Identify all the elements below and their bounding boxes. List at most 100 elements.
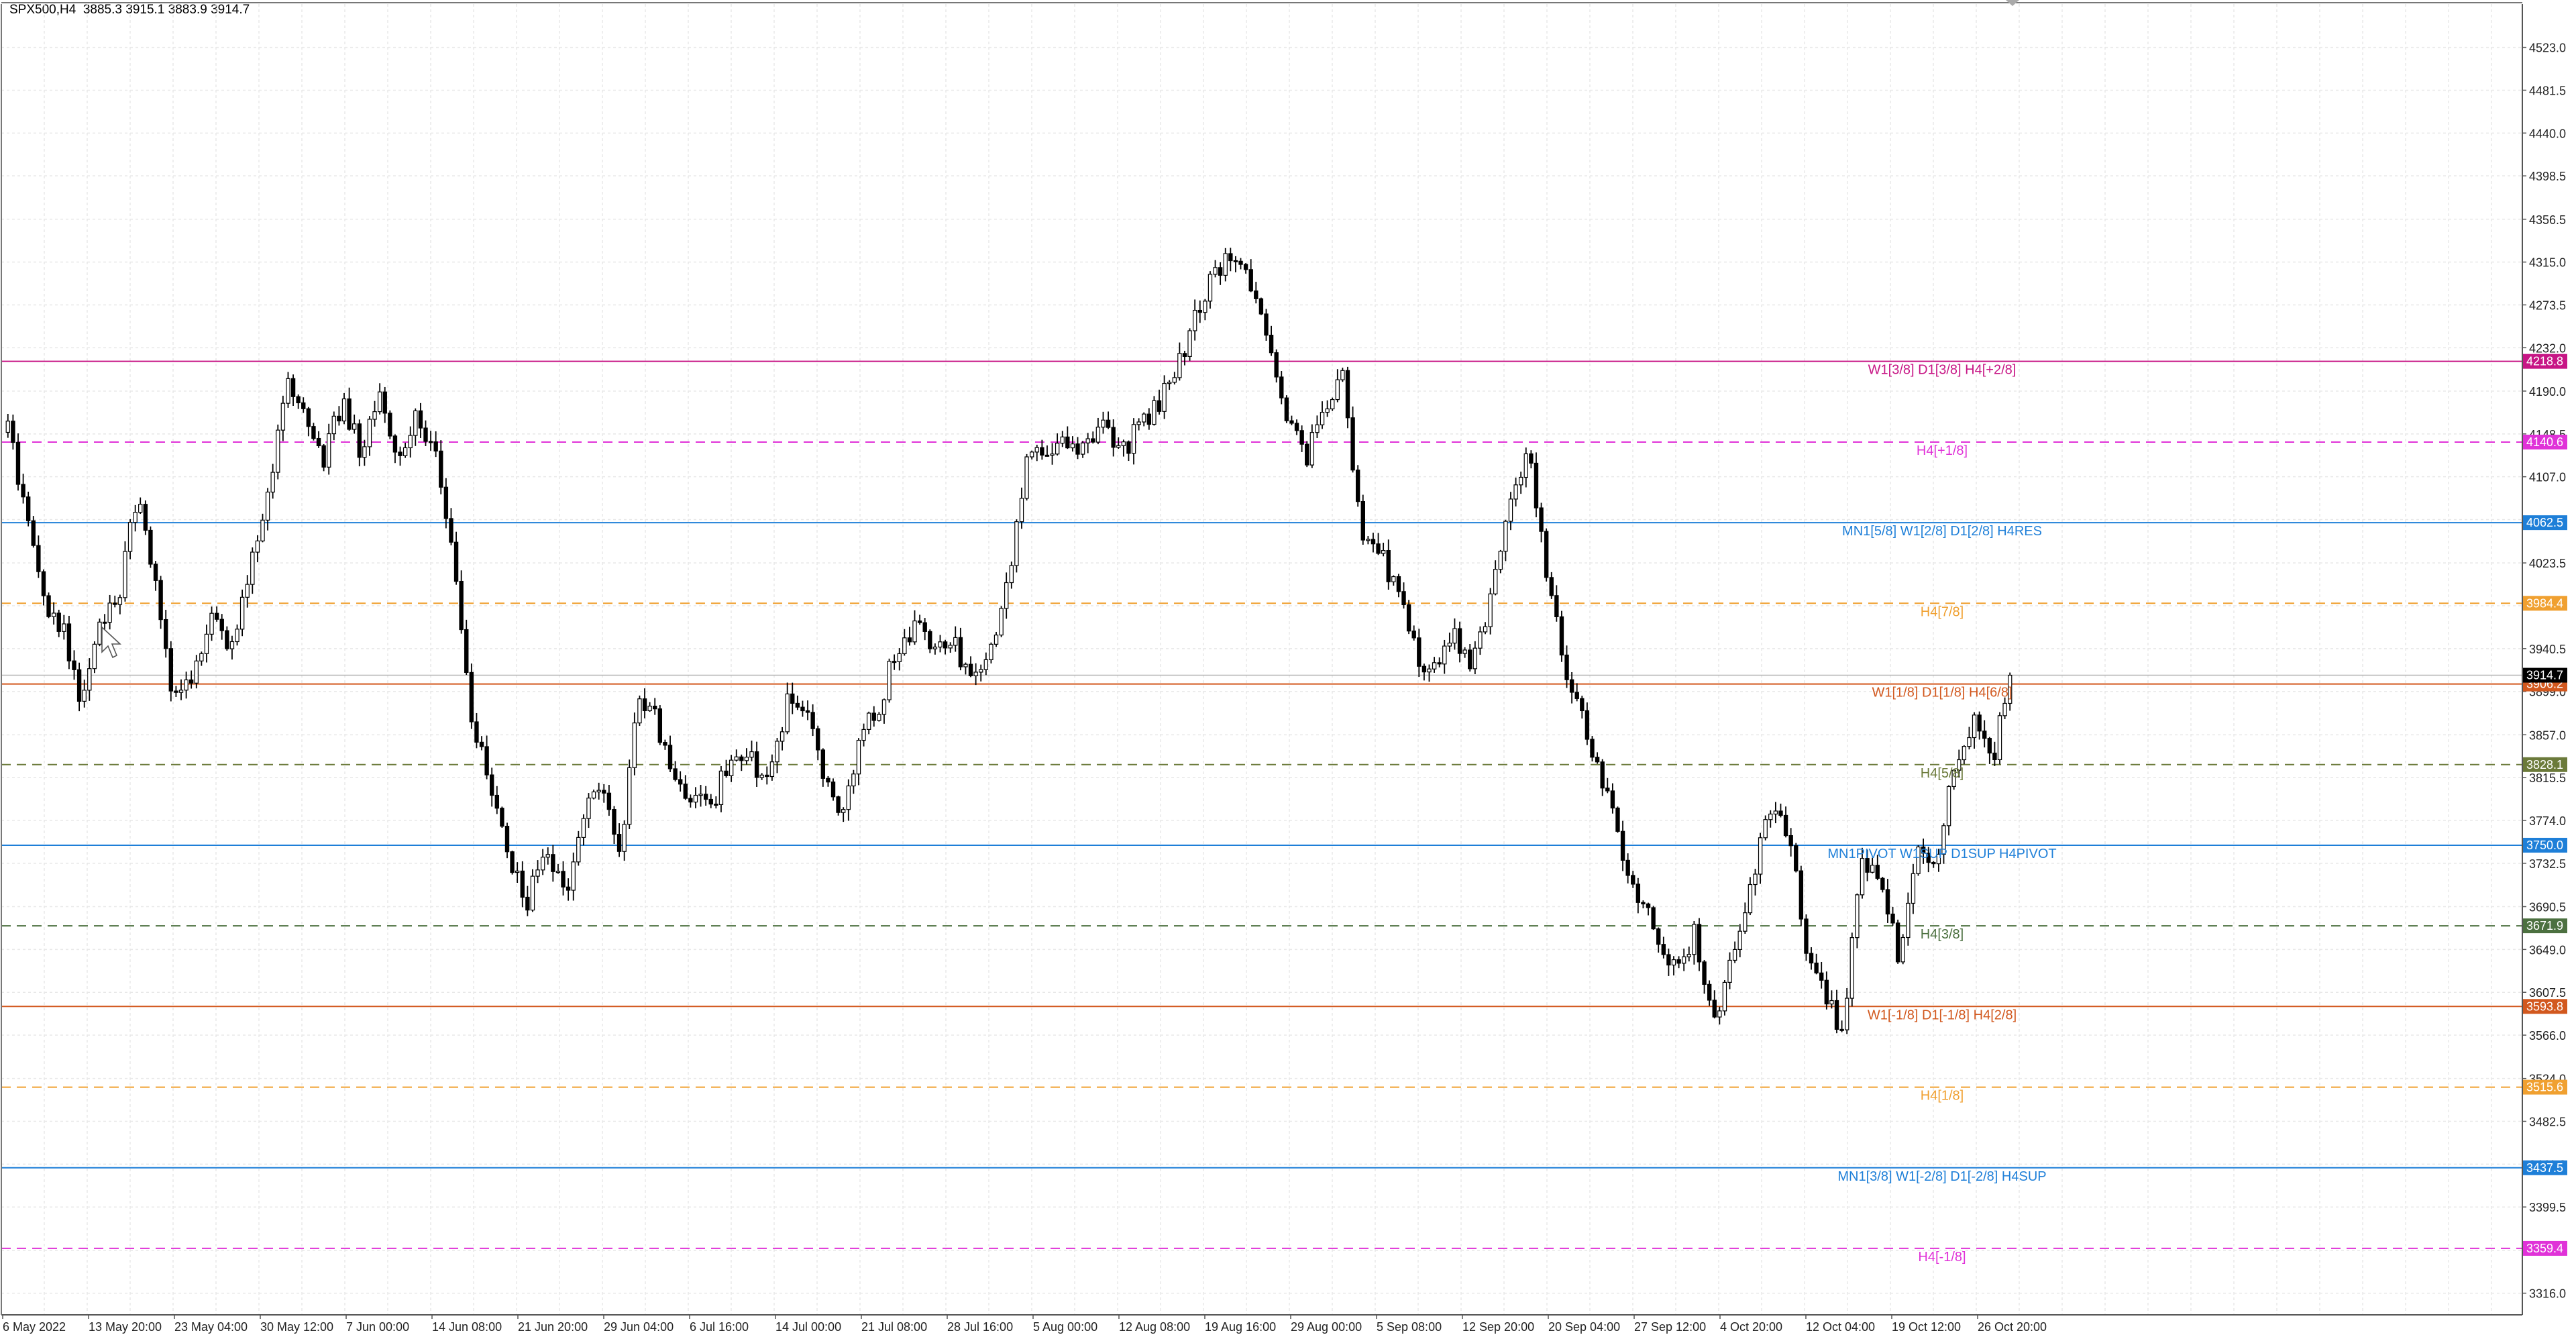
candle-body [555, 871, 561, 873]
candle-body [1631, 875, 1635, 885]
price-tick-label: 3774.0 [2529, 814, 2566, 828]
level-labels: W1[3/8] D1[3/8] H4[+2/8] H4[+1/8] MN1[5/8]… [1827, 363, 2056, 1265]
candle-body [1569, 679, 1574, 693]
candle-body [113, 602, 117, 605]
price-tag [2523, 1160, 2567, 1175]
price-tick-label: 3940.5 [2529, 643, 2566, 656]
candle-body [1544, 531, 1549, 578]
candle-body [1834, 1000, 1839, 1030]
candle-body [484, 746, 489, 775]
candle-body [616, 834, 622, 852]
candle-body [1462, 649, 1467, 654]
candle-body [1457, 628, 1462, 654]
candle-body [235, 629, 239, 643]
candle-body [540, 857, 545, 871]
candle-body [759, 774, 764, 778]
candle-body [443, 486, 449, 519]
candle-body [413, 410, 418, 436]
candle-body [1294, 423, 1299, 431]
candle-body [117, 597, 123, 605]
candle-body [1055, 443, 1060, 455]
candle-body [979, 669, 983, 673]
candle-body [153, 564, 158, 581]
candle-body [1427, 668, 1432, 673]
candle-body [168, 648, 174, 692]
candle-body [331, 415, 337, 435]
candle-body [1702, 961, 1707, 985]
price-tick-label: 3690.5 [2529, 900, 2566, 914]
candle-body [1243, 264, 1248, 270]
candle-body [25, 496, 31, 521]
candle-body [1900, 936, 1905, 963]
candle-body [1829, 1000, 1834, 1005]
candle-body [1707, 983, 1712, 1001]
time-tick-label: 5 Aug 00:00 [1033, 1320, 1097, 1334]
candle-body [1146, 413, 1152, 425]
candle-body [1366, 539, 1371, 541]
candle-body [439, 450, 443, 488]
candle-body [1350, 417, 1355, 471]
candle-body [1737, 930, 1742, 950]
candle-body [836, 796, 841, 813]
candle-body [164, 619, 168, 649]
candle-body [1009, 565, 1014, 584]
chart-header: SPX500,H4 3885.3 3915.1 3883.9 3914.7 [9, 3, 250, 17]
candle-body [1880, 877, 1885, 890]
candle-body [1951, 769, 1956, 788]
price-tag-label: 3984.4 [2526, 596, 2563, 610]
candle-body [1376, 543, 1381, 554]
candle-body [1340, 370, 1345, 380]
candle-body [627, 767, 632, 825]
candle-body [520, 870, 525, 898]
candle-body [663, 742, 667, 746]
candle-body [1447, 643, 1452, 647]
time-tick-label: 13 May 20:00 [89, 1320, 162, 1334]
candle-body [372, 411, 377, 420]
price-tag-label: 3359.4 [2526, 1242, 2563, 1255]
price-tick-label: 3732.5 [2529, 857, 2566, 871]
level-label: MN1[3/8] W1[-2/8] D1[-2/8] H4SUP [1837, 1169, 2046, 1184]
candle-body [1962, 746, 1967, 761]
low-value: 3883.9 [168, 3, 207, 17]
candle-body [138, 504, 143, 513]
candle-body [1722, 981, 1727, 1012]
candle-body [591, 791, 596, 799]
mouse-cursor [101, 626, 122, 659]
candle-body [87, 668, 92, 691]
symbol-label: SPX500,H4 [9, 3, 76, 17]
candle-body [667, 745, 673, 769]
candle-body [1101, 419, 1106, 428]
candle-body [1743, 912, 1748, 932]
candle-body [1126, 441, 1131, 454]
candle-body [1116, 445, 1121, 448]
candle-body [571, 861, 576, 891]
candle-body [673, 768, 678, 780]
time-tick-label: 12 Oct 04:00 [1806, 1320, 1875, 1334]
candle-body [800, 706, 805, 712]
candle-body [474, 721, 479, 743]
candle-body [877, 714, 881, 721]
candle-body [490, 774, 494, 796]
time-tick-label: 4 Oct 20:00 [1720, 1320, 1782, 1334]
candle-body [1213, 267, 1218, 275]
candle-body [724, 770, 729, 776]
candle-body [999, 608, 1004, 636]
candle-body [535, 869, 540, 877]
candle-body [841, 809, 846, 813]
candle-body [1997, 715, 2002, 760]
candle-body [846, 785, 851, 810]
price-tick-label: 3399.5 [2529, 1201, 2566, 1214]
candle-body [1748, 883, 1753, 914]
candle-body [1620, 831, 1625, 861]
candle-body [1559, 616, 1564, 656]
candle-body [1493, 569, 1498, 594]
candle-body [922, 622, 927, 632]
candle-body [902, 637, 907, 654]
candle-body [1157, 400, 1162, 412]
candle-body [321, 445, 326, 468]
candle-body [1233, 260, 1238, 262]
candle-body [596, 790, 601, 793]
candles [5, 248, 2012, 1034]
